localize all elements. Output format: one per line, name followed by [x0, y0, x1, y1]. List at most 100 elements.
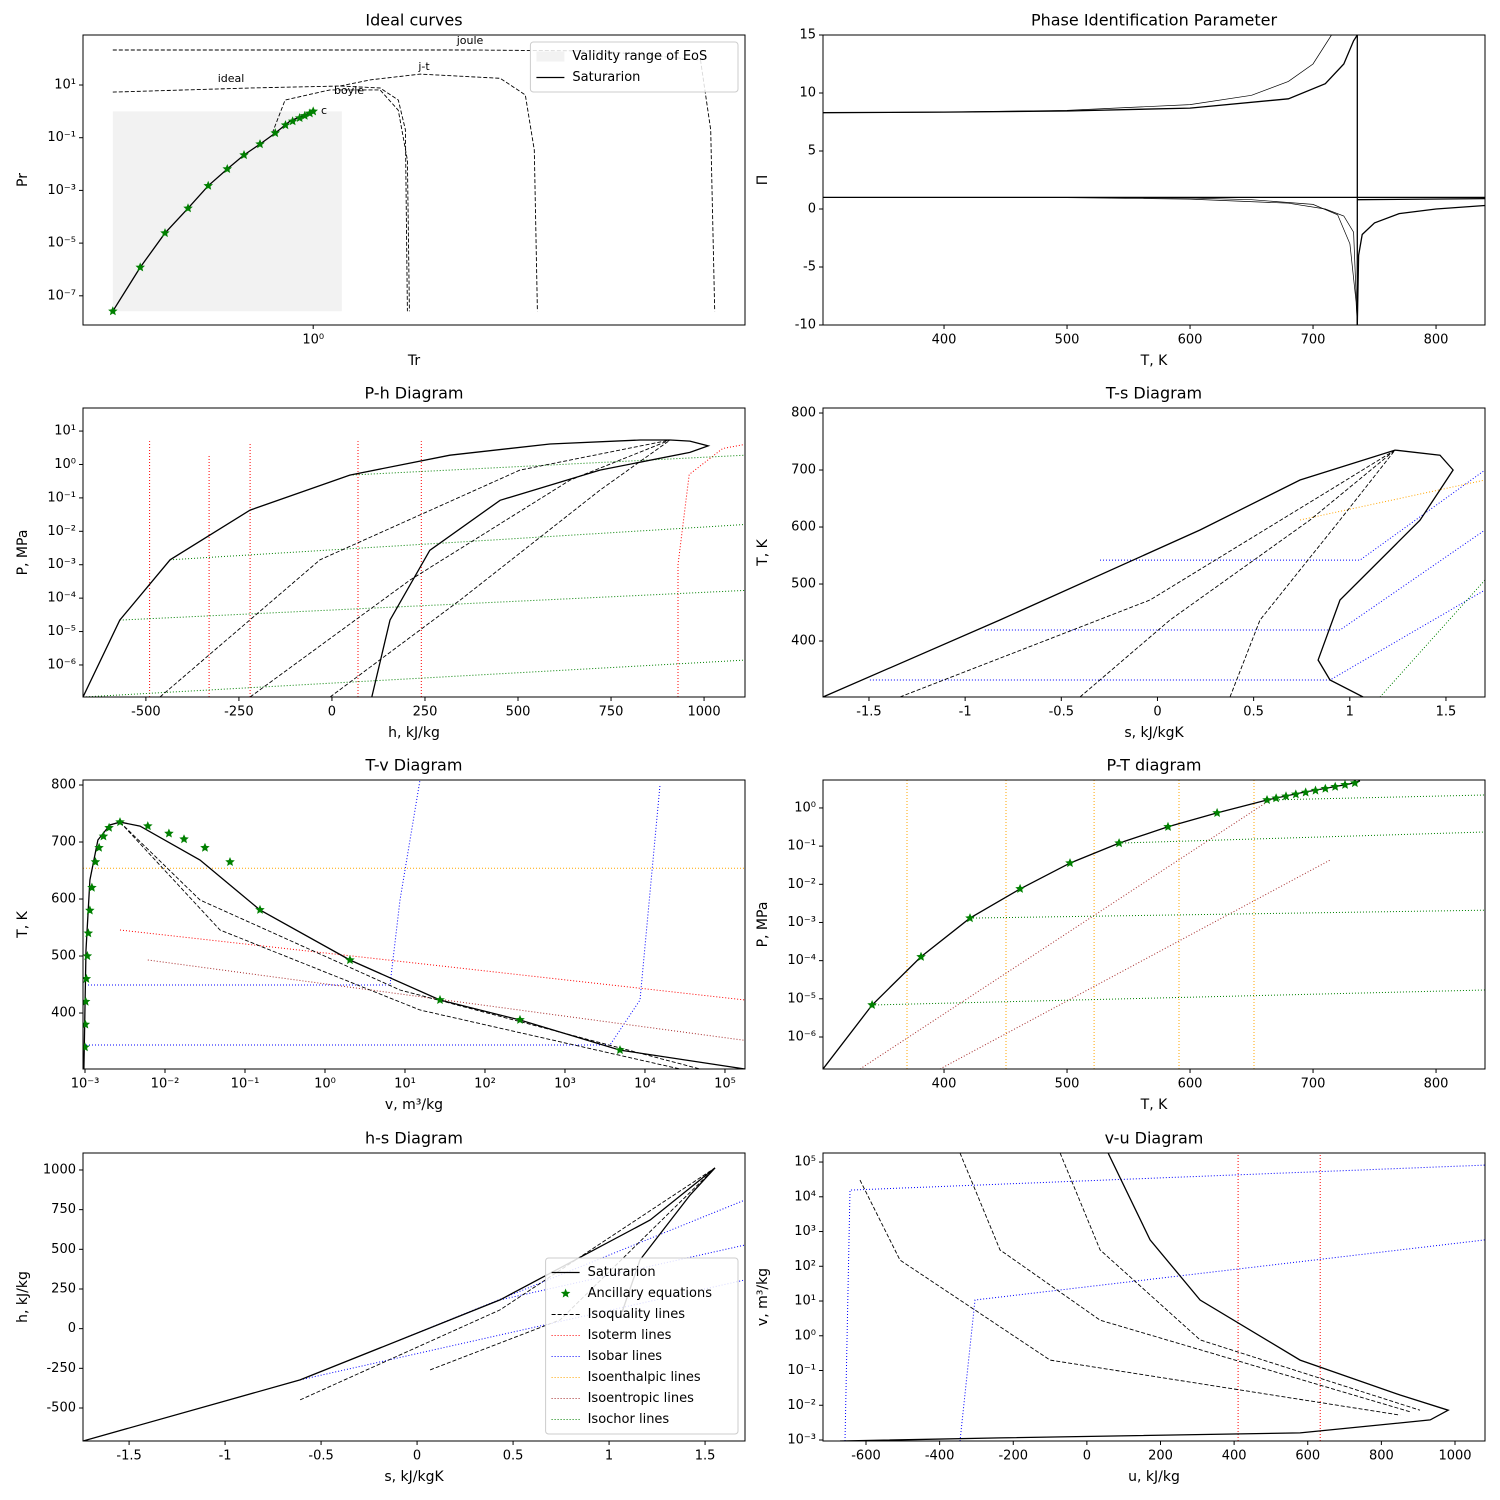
series-line — [86, 784, 661, 1046]
y-tick-label: 10⁰ — [54, 457, 76, 472]
series-line — [112, 85, 408, 312]
y-tick-label: 10⁻⁵ — [47, 624, 76, 639]
legend-swatch — [536, 51, 565, 62]
y-tick-label: 10⁻⁴ — [47, 591, 76, 606]
legend-label: Isochor lines — [588, 1412, 670, 1427]
x-axis-label: s, kJ/kgK — [384, 1469, 444, 1485]
curve-label: j-t — [417, 60, 430, 73]
series-line — [844, 1164, 1485, 1441]
ancillary-point — [1212, 807, 1222, 817]
series-line — [939, 859, 1331, 1069]
ancillary-point — [1330, 781, 1340, 791]
ancillary-point — [83, 951, 93, 961]
ancillary-point — [867, 1000, 877, 1009]
x-tick-label: 400 — [932, 1077, 957, 1092]
x-tick-label: 10¹ — [394, 1077, 416, 1092]
series-line — [823, 35, 1332, 114]
series-line — [119, 821, 701, 1069]
x-tick-label: 1 — [605, 1449, 613, 1464]
x-tick-label: 800 — [1424, 333, 1449, 348]
ancillary-point — [1340, 780, 1350, 789]
chart-title: T-s Diagram — [1105, 384, 1202, 403]
legend-label: Ancillary equations — [588, 1286, 713, 1301]
series-line — [88, 780, 421, 986]
y-axis-label: Π — [755, 175, 771, 186]
x-tick-label: 700 — [1301, 1077, 1326, 1092]
y-tick-label: 10⁻⁵ — [47, 236, 76, 251]
ancillary-point — [1310, 785, 1321, 795]
x-tick-label: 500 — [1055, 1077, 1080, 1092]
chart-title: T-v Diagram — [365, 756, 463, 775]
series-line — [823, 197, 1358, 325]
y-axis-label: T, K — [755, 538, 771, 566]
x-tick-label: 1 — [1346, 705, 1354, 720]
series-line — [1119, 831, 1485, 844]
ancillary-point — [435, 994, 445, 1004]
x-tick-label: 750 — [599, 705, 624, 720]
chart-title: v-u Diagram — [1105, 1129, 1204, 1148]
x-tick-label: 10⁻¹ — [231, 1077, 260, 1092]
series-line — [329, 439, 671, 697]
y-tick-label: 10⁻⁵ — [787, 991, 816, 1006]
ancillary-point — [294, 113, 305, 122]
series-line — [119, 929, 745, 1001]
x-tick-label: 600 — [1178, 333, 1203, 348]
x-tick-label: 10⁴ — [634, 1077, 656, 1092]
y-axis-label: Pr — [15, 173, 31, 187]
y-tick-label: 600 — [791, 520, 816, 535]
x-tick-label: 10³ — [554, 1077, 576, 1092]
series-line — [349, 454, 745, 476]
panel: 10⁻³ 10⁻² 10⁻¹ 10⁰ 10¹ 10² 10³ 10⁴ 10⁵ 400 500 600 7… — [15, 756, 746, 1113]
ancillary-point — [160, 228, 170, 238]
y-tick-label: 400 — [791, 634, 816, 649]
y-tick-label: -10 — [795, 318, 816, 333]
x-tick-label: 0 — [1083, 1449, 1091, 1464]
x-tick-label: 400 — [932, 333, 957, 348]
x-axis-label: Tr — [407, 353, 420, 369]
legend-label: Saturarion — [588, 1265, 656, 1280]
legend-label: Isobar lines — [588, 1349, 663, 1364]
y-tick-label: 10⁻³ — [787, 1433, 816, 1448]
y-tick-label: 15 — [799, 28, 816, 43]
chart-title: h-s Diagram — [365, 1129, 463, 1148]
x-tick-label: 10⁻³ — [71, 1077, 100, 1092]
y-tick-label: 600 — [51, 892, 76, 907]
x-axis-label: u, kJ/kg — [1128, 1469, 1180, 1485]
series-line — [969, 909, 1485, 919]
y-tick-label: 1000 — [43, 1162, 76, 1177]
y-tick-label: 700 — [51, 835, 76, 850]
legend-label: Saturarion — [572, 70, 640, 85]
ancillary-point — [108, 306, 118, 316]
x-axis-label: T, K — [1140, 353, 1168, 369]
ancillary-point — [1300, 787, 1311, 797]
y-tick-label: 10¹ — [54, 424, 76, 439]
y-tick-label: 10⁻³ — [47, 557, 76, 572]
x-tick-label: 800 — [1369, 1449, 1394, 1464]
series-line — [859, 799, 1271, 1069]
x-tick-label: 10⁵ — [714, 1077, 736, 1092]
plot-area — [823, 35, 1485, 325]
series-line — [984, 529, 1485, 631]
x-tick-label: -1.5 — [856, 705, 881, 720]
x-tick-label: 0 — [328, 705, 336, 720]
y-tick-label: 10 — [799, 86, 816, 101]
ancillary-point — [200, 842, 210, 852]
series-line — [1059, 1153, 1421, 1411]
series-line — [859, 1179, 1401, 1416]
plot-area — [83, 439, 745, 697]
ancillary-point — [300, 110, 310, 120]
ancillary-point — [615, 1045, 625, 1055]
panel: -600 -400 -200 0 200 400 600 800 1000 10⁻³ 10⁻² 10⁻… — [755, 1129, 1486, 1485]
x-tick-label: 1.5 — [1436, 705, 1457, 720]
x-axis-label: s, kJ/kgK — [1124, 725, 1184, 741]
x-tick-label: -400 — [925, 1449, 955, 1464]
series-line — [249, 439, 671, 697]
legend-label: Isoquality lines — [588, 1307, 686, 1322]
series-line — [899, 449, 1396, 697]
axes-frame — [82, 779, 746, 1070]
legend-label: Isoterm lines — [588, 1328, 672, 1343]
ancillary-point — [1320, 783, 1331, 793]
series-line — [823, 780, 1361, 1069]
legend-label: Isoentropic lines — [588, 1391, 695, 1406]
ancillary-point — [1015, 883, 1025, 893]
